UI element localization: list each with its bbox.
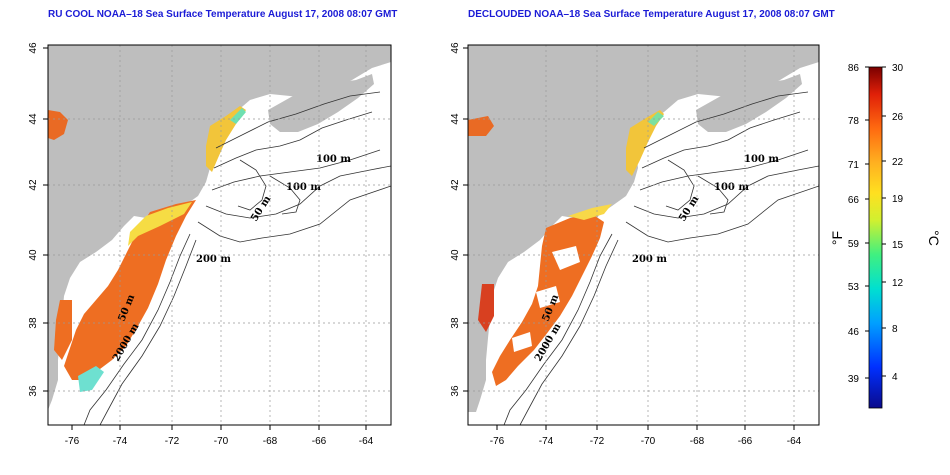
- right-land: [468, 45, 819, 412]
- right-lon-tick-labels: -76 -74 -72 -70 -68 -66 -64: [490, 436, 802, 447]
- right-lon-tick: -72: [590, 436, 605, 447]
- celsius-tick: 8: [892, 324, 898, 335]
- left-lat-tick: 38: [28, 317, 39, 329]
- celsius-tick: 19: [892, 194, 904, 205]
- left-contour-label-200m: 200 m: [196, 254, 231, 265]
- celsius-tick: 30: [892, 63, 904, 74]
- right-lon-tick: -70: [641, 436, 656, 447]
- left-lat-tick-labels: 46 44 42 40 38 36: [28, 42, 39, 397]
- right-sst-west-coast: [468, 116, 494, 136]
- right-bathymetry-contours: [503, 91, 819, 425]
- right-sst-yellow-band: [568, 204, 612, 220]
- left-sst-cool-shelf: [78, 366, 104, 392]
- fahrenheit-tick: 86: [848, 63, 860, 74]
- right-sst-chesapeake: [478, 284, 494, 332]
- fahrenheit-tick: 46: [848, 327, 860, 338]
- fahrenheit-tick: 39: [848, 374, 860, 385]
- left-lat-tick: 44: [28, 113, 39, 125]
- left-sst-yellow-band: [128, 202, 192, 246]
- right-lat-tick: 40: [450, 249, 461, 261]
- left-lon-tick: -68: [263, 436, 278, 447]
- colorbar-celsius-labels: 30 26 22 19 15 12 8 4: [892, 63, 904, 383]
- celsius-tick: 12: [892, 278, 904, 289]
- colorbar-ticks: [865, 66, 886, 379]
- left-tick-marks: [43, 47, 367, 430]
- left-sst-chesapeake: [54, 300, 72, 360]
- right-lon-tick: -64: [787, 436, 802, 447]
- right-lon-tick: -74: [539, 436, 554, 447]
- celsius-unit-label: °C: [926, 230, 942, 246]
- left-lat-tick: 36: [28, 385, 39, 397]
- right-sst-gulf-maine: [626, 110, 664, 176]
- left-lon-tick: -70: [214, 436, 229, 447]
- right-map-panel: 100 m 100 m 50 m 200 m 50 m 2000 m: [450, 42, 820, 447]
- colorbar: 86 78 71 66 59 53 46 39 30 26 22 19 15 1…: [829, 63, 942, 409]
- left-nova-scotia: [268, 74, 374, 132]
- right-lon-tick: -76: [490, 436, 505, 447]
- right-lat-tick: 42: [450, 179, 461, 191]
- right-contour-label-200m: 200 m: [632, 254, 667, 265]
- right-gridlines: [468, 45, 819, 425]
- fahrenheit-tick: 53: [848, 282, 860, 293]
- left-sst-coastal: [64, 200, 196, 380]
- left-gridlines: [48, 45, 391, 425]
- celsius-tick: 4: [892, 372, 898, 383]
- fahrenheit-tick: 78: [848, 116, 860, 127]
- fahrenheit-tick: 59: [848, 239, 860, 250]
- left-contour-label-100m-upper: 100 m: [316, 154, 351, 165]
- left-lat-tick: 42: [28, 179, 39, 191]
- right-sst-gulf-maine-cool: [648, 112, 664, 126]
- left-map-frame: [47, 44, 392, 426]
- right-contour-label-100m-upper: 100 m: [744, 154, 779, 165]
- left-land: [48, 45, 391, 410]
- fahrenheit-unit-label: °F: [829, 231, 845, 245]
- fahrenheit-tick: 71: [848, 160, 860, 171]
- left-lat-tick: 46: [28, 42, 39, 54]
- left-lon-tick: -66: [312, 436, 327, 447]
- left-lon-tick: -74: [113, 436, 128, 447]
- left-lon-tick-labels: -76 -74 -72 -70 -68 -66 -64: [65, 436, 374, 447]
- left-contour-label-100m-lower: 100 m: [286, 182, 321, 193]
- fahrenheit-tick: 66: [848, 195, 860, 206]
- right-lat-tick: 46: [450, 42, 461, 54]
- right-lat-tick: 36: [450, 385, 461, 397]
- right-nova-scotia: [696, 74, 802, 132]
- right-lon-tick: -66: [738, 436, 753, 447]
- left-lat-tick: 40: [28, 249, 39, 261]
- left-lon-tick: -64: [359, 436, 374, 447]
- celsius-tick: 26: [892, 112, 904, 123]
- right-lat-tick: 38: [450, 317, 461, 329]
- celsius-tick: 15: [892, 240, 904, 251]
- left-map-panel: 100 m 100 m 50 m 200 m 50 m 2000 m: [28, 42, 392, 447]
- colorbar-fahrenheit-labels: 86 78 71 66 59 53 46 39: [848, 63, 860, 385]
- left-sst-gulf-maine-cool: [230, 108, 246, 124]
- celsius-tick: 22: [892, 157, 904, 168]
- left-lon-tick: -76: [65, 436, 80, 447]
- right-cloud-gaps: [512, 246, 588, 352]
- right-lon-tick: -68: [690, 436, 705, 447]
- right-contour-label-100m-lower: 100 m: [714, 182, 749, 193]
- right-lat-tick-labels: 46 44 42 40 38 36: [450, 42, 461, 397]
- right-map-title: DECLOUDED NOAA–18 Sea Surface Temperatur…: [468, 9, 835, 20]
- left-sst-west-coast: [48, 110, 68, 140]
- left-map-title: RU COOL NOAA–18 Sea Surface Temperature …: [48, 9, 398, 20]
- right-lat-tick: 44: [450, 113, 461, 125]
- colorbar-gradient: [868, 66, 883, 409]
- left-bathymetry-contours: [83, 91, 391, 425]
- left-lon-tick: -72: [165, 436, 180, 447]
- right-tick-marks: [463, 47, 795, 430]
- right-map-frame: [467, 44, 820, 426]
